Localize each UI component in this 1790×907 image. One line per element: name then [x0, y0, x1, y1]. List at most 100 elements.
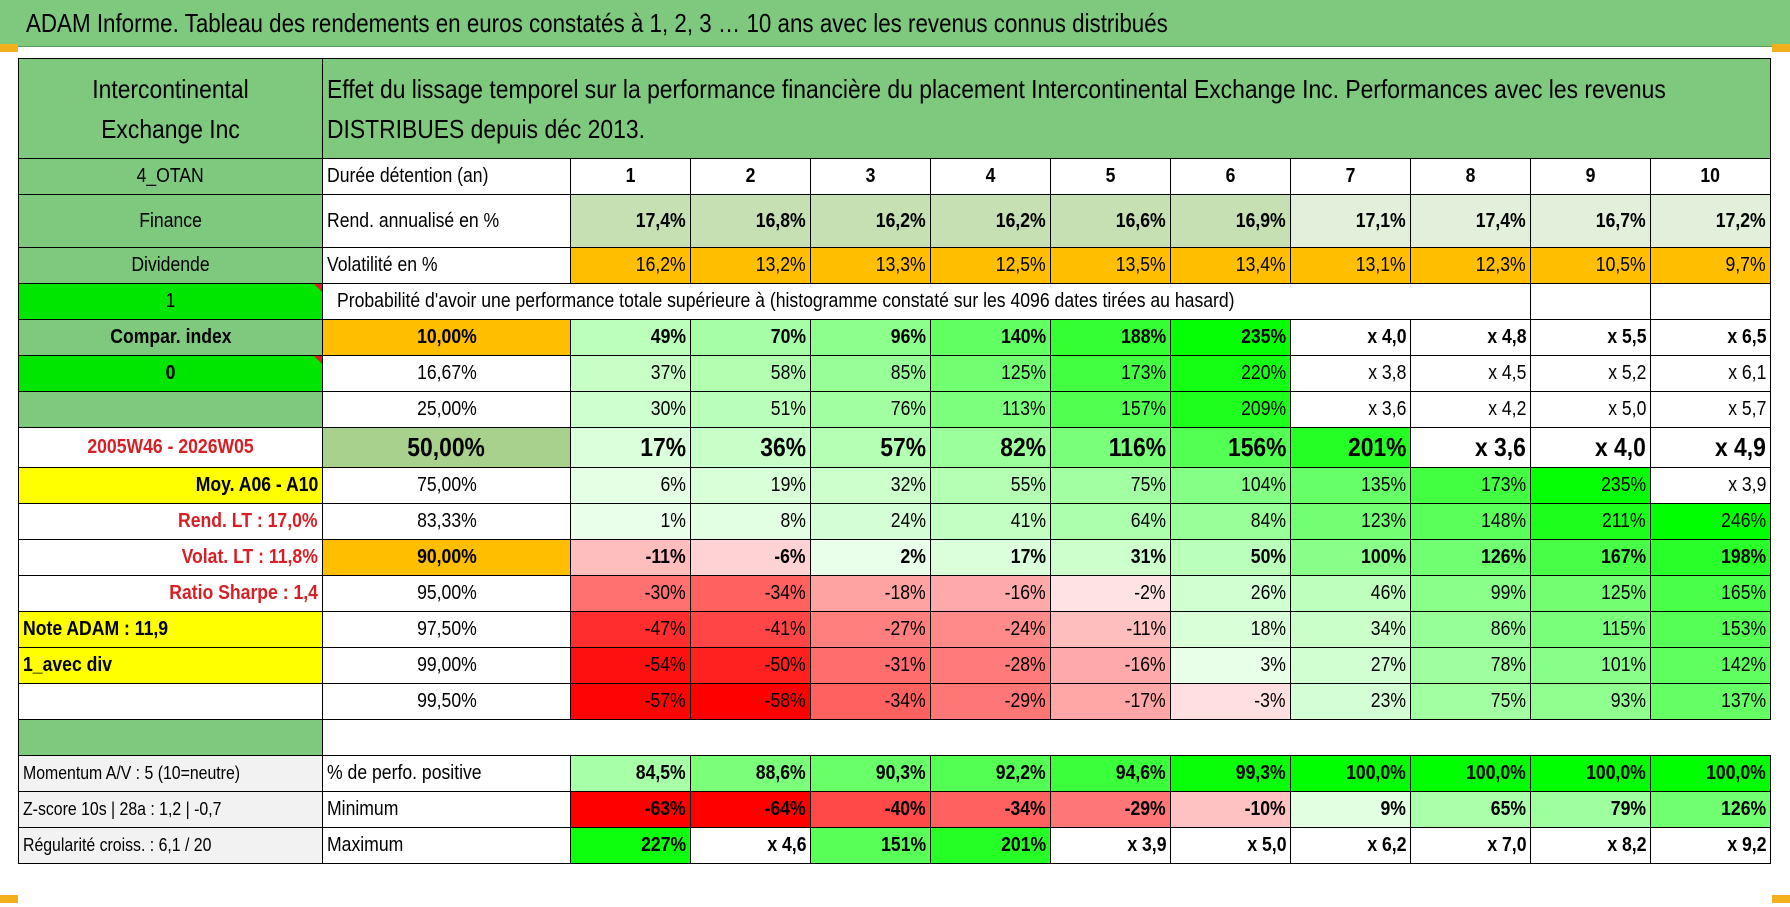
maximum-cell: 227% [570, 827, 691, 864]
left-panel-cell [18, 683, 323, 720]
probability-cell-text: 18% [1250, 618, 1286, 640]
year-header-text: 3 [865, 165, 876, 187]
probability-cell: 153% [1650, 611, 1771, 648]
probability-cell-text: 82% [1000, 432, 1046, 462]
probability-cell: 188% [1050, 319, 1171, 356]
year-header-text: 1 [625, 165, 636, 187]
probability-cell-text: 55% [1010, 474, 1046, 496]
threshold-cell-text: 90,00% [416, 546, 477, 568]
probability-cell-text: -16% [1124, 654, 1166, 676]
company-name-text: Intercontinental Exchange Inc [92, 73, 249, 144]
indicator-label: Maximum [322, 827, 571, 864]
probability-cell-text: 201% [1347, 432, 1406, 462]
probability-cell-text: 50% [1250, 546, 1286, 568]
returns-table: Intercontinental Exchange Inc Effet du li… [18, 58, 1771, 864]
left-panel-cell: Note ADAM : 11,9 [18, 611, 323, 648]
probability-cell-text: 27% [1370, 654, 1406, 676]
probability-cell-text: 115% [1602, 618, 1646, 640]
volatility-cell-text: 13,5% [1116, 254, 1166, 276]
annual-return-cell: 16,8% [690, 194, 811, 248]
indicator-cell-text: Momentum A/V : 5 (10=neutre) [23, 763, 241, 783]
perfo-pos-cell: 99,3% [1170, 755, 1291, 792]
probability-cell: x 3,6 [1410, 427, 1531, 468]
probability-cell: 126% [1410, 539, 1531, 576]
probability-cell: x 6,1 [1650, 355, 1771, 392]
company-name: Intercontinental Exchange Inc [18, 58, 323, 159]
probability-cell-text: 57% [880, 432, 926, 462]
perfo-pos-cell-text: 100,0% [1706, 762, 1766, 784]
probability-cell: x 4,0 [1530, 427, 1651, 468]
probability-cell-text: 104% [1240, 474, 1286, 496]
left-panel-cell: 0 [18, 355, 323, 392]
volatility-cell-text: 12,3% [1476, 254, 1526, 276]
probability-cell: -16% [1050, 647, 1171, 684]
probability-cell-text: 220% [1240, 362, 1286, 384]
volatility-cell-text: 12,5% [996, 254, 1046, 276]
probability-cell-text: 96% [890, 326, 926, 348]
probability-cell-text: x 3,6 [1367, 398, 1406, 420]
year-header-text: 5 [1105, 165, 1116, 187]
probability-cell-text: x 3,8 [1367, 362, 1406, 384]
probability-cell: 157% [1050, 391, 1171, 428]
probability-cell: 209% [1170, 391, 1291, 428]
threshold-cell: 99,00% [322, 647, 571, 684]
minimum-cell: -64% [690, 791, 811, 828]
probability-cell: -28% [930, 647, 1051, 684]
minimum-cell-text: -29% [1124, 798, 1166, 820]
perfo-pos-cell-text: 99,3% [1236, 762, 1286, 784]
volatility-cell: 13,1% [1290, 247, 1411, 284]
threshold-cell-text: 75,00% [416, 474, 477, 496]
probability-cell: 36% [690, 427, 811, 468]
annual-return-cell: 17,4% [1410, 194, 1531, 248]
probability-cell-text: x 5,0 [1607, 398, 1646, 420]
probability-cell-text: -54% [644, 654, 686, 676]
threshold-cell-text: 95,00% [416, 582, 477, 604]
probability-cell-text: -29% [1004, 690, 1046, 712]
year-header: 10 [1650, 158, 1771, 195]
threshold-cell-text: 99,50% [416, 690, 477, 712]
year-header: 4 [930, 158, 1051, 195]
annual-return-cell-text: 16,2% [996, 209, 1046, 232]
maximum-cell: x 3,9 [1050, 827, 1171, 864]
duration-row: 4_OTAN Durée détention (an) 1 2 3 4 5 6 7 8 9 10 [18, 158, 1771, 195]
empty-cell [1650, 283, 1771, 320]
probability-cell-text: -30% [644, 582, 686, 604]
maximum-cell-text: 201% [1000, 834, 1046, 856]
probability-cell-text: 157% [1120, 398, 1166, 420]
year-header: 7 [1290, 158, 1411, 195]
probability-cell: 123% [1290, 503, 1411, 540]
probability-cell: 19% [690, 467, 811, 504]
maximum-cell-text: x 9,2 [1726, 834, 1766, 856]
probability-cell-text: 116% [1108, 432, 1166, 462]
probability-cell: 55% [930, 467, 1051, 504]
annual-return-cell: 17,1% [1290, 194, 1411, 248]
probability-cell-text: x 4,0 [1366, 326, 1406, 348]
probability-cell-text: 153% [1720, 618, 1766, 640]
title-bar: ADAM Informe. Tableau des rendements en … [0, 0, 1790, 47]
sector-label: Finance [18, 194, 323, 248]
probability-cell: 99% [1410, 575, 1531, 612]
left-panel-cell [18, 391, 323, 428]
indicator-cell: Z-score 10s | 28a : 1,2 | -0,7 [18, 791, 323, 828]
probability-cell: -11% [1050, 611, 1171, 648]
minimum-cell: -29% [1050, 791, 1171, 828]
probability-cell: 76% [810, 391, 931, 428]
probability-cell: 101% [1530, 647, 1651, 684]
maximum-cell: x 6,2 [1290, 827, 1411, 864]
maximum-cell: x 4,6 [690, 827, 811, 864]
probability-cell: -34% [810, 683, 931, 720]
type-label-text: Dividende [131, 254, 210, 276]
probability-cell: 246% [1650, 503, 1771, 540]
volatility-cell: 16,2% [570, 247, 691, 284]
probability-cell: 148% [1410, 503, 1531, 540]
minimum-cell-text: -34% [1004, 798, 1046, 820]
probability-cell: 125% [930, 355, 1051, 392]
probability-cell-text: 46% [1370, 582, 1406, 604]
probability-cell-text: 142% [1720, 654, 1766, 676]
probability-cell-text: 75% [1490, 690, 1526, 712]
maximum-cell-text: x 3,9 [1126, 834, 1166, 856]
perfo-pos-cell: 100,0% [1530, 755, 1651, 792]
year-header: 8 [1410, 158, 1531, 195]
probability-row: Moy. A06 - A10 75,00% 6% 19% 32% 55% 75% 104% 13… [18, 467, 1771, 504]
probability-cell-text: 235% [1240, 326, 1286, 348]
